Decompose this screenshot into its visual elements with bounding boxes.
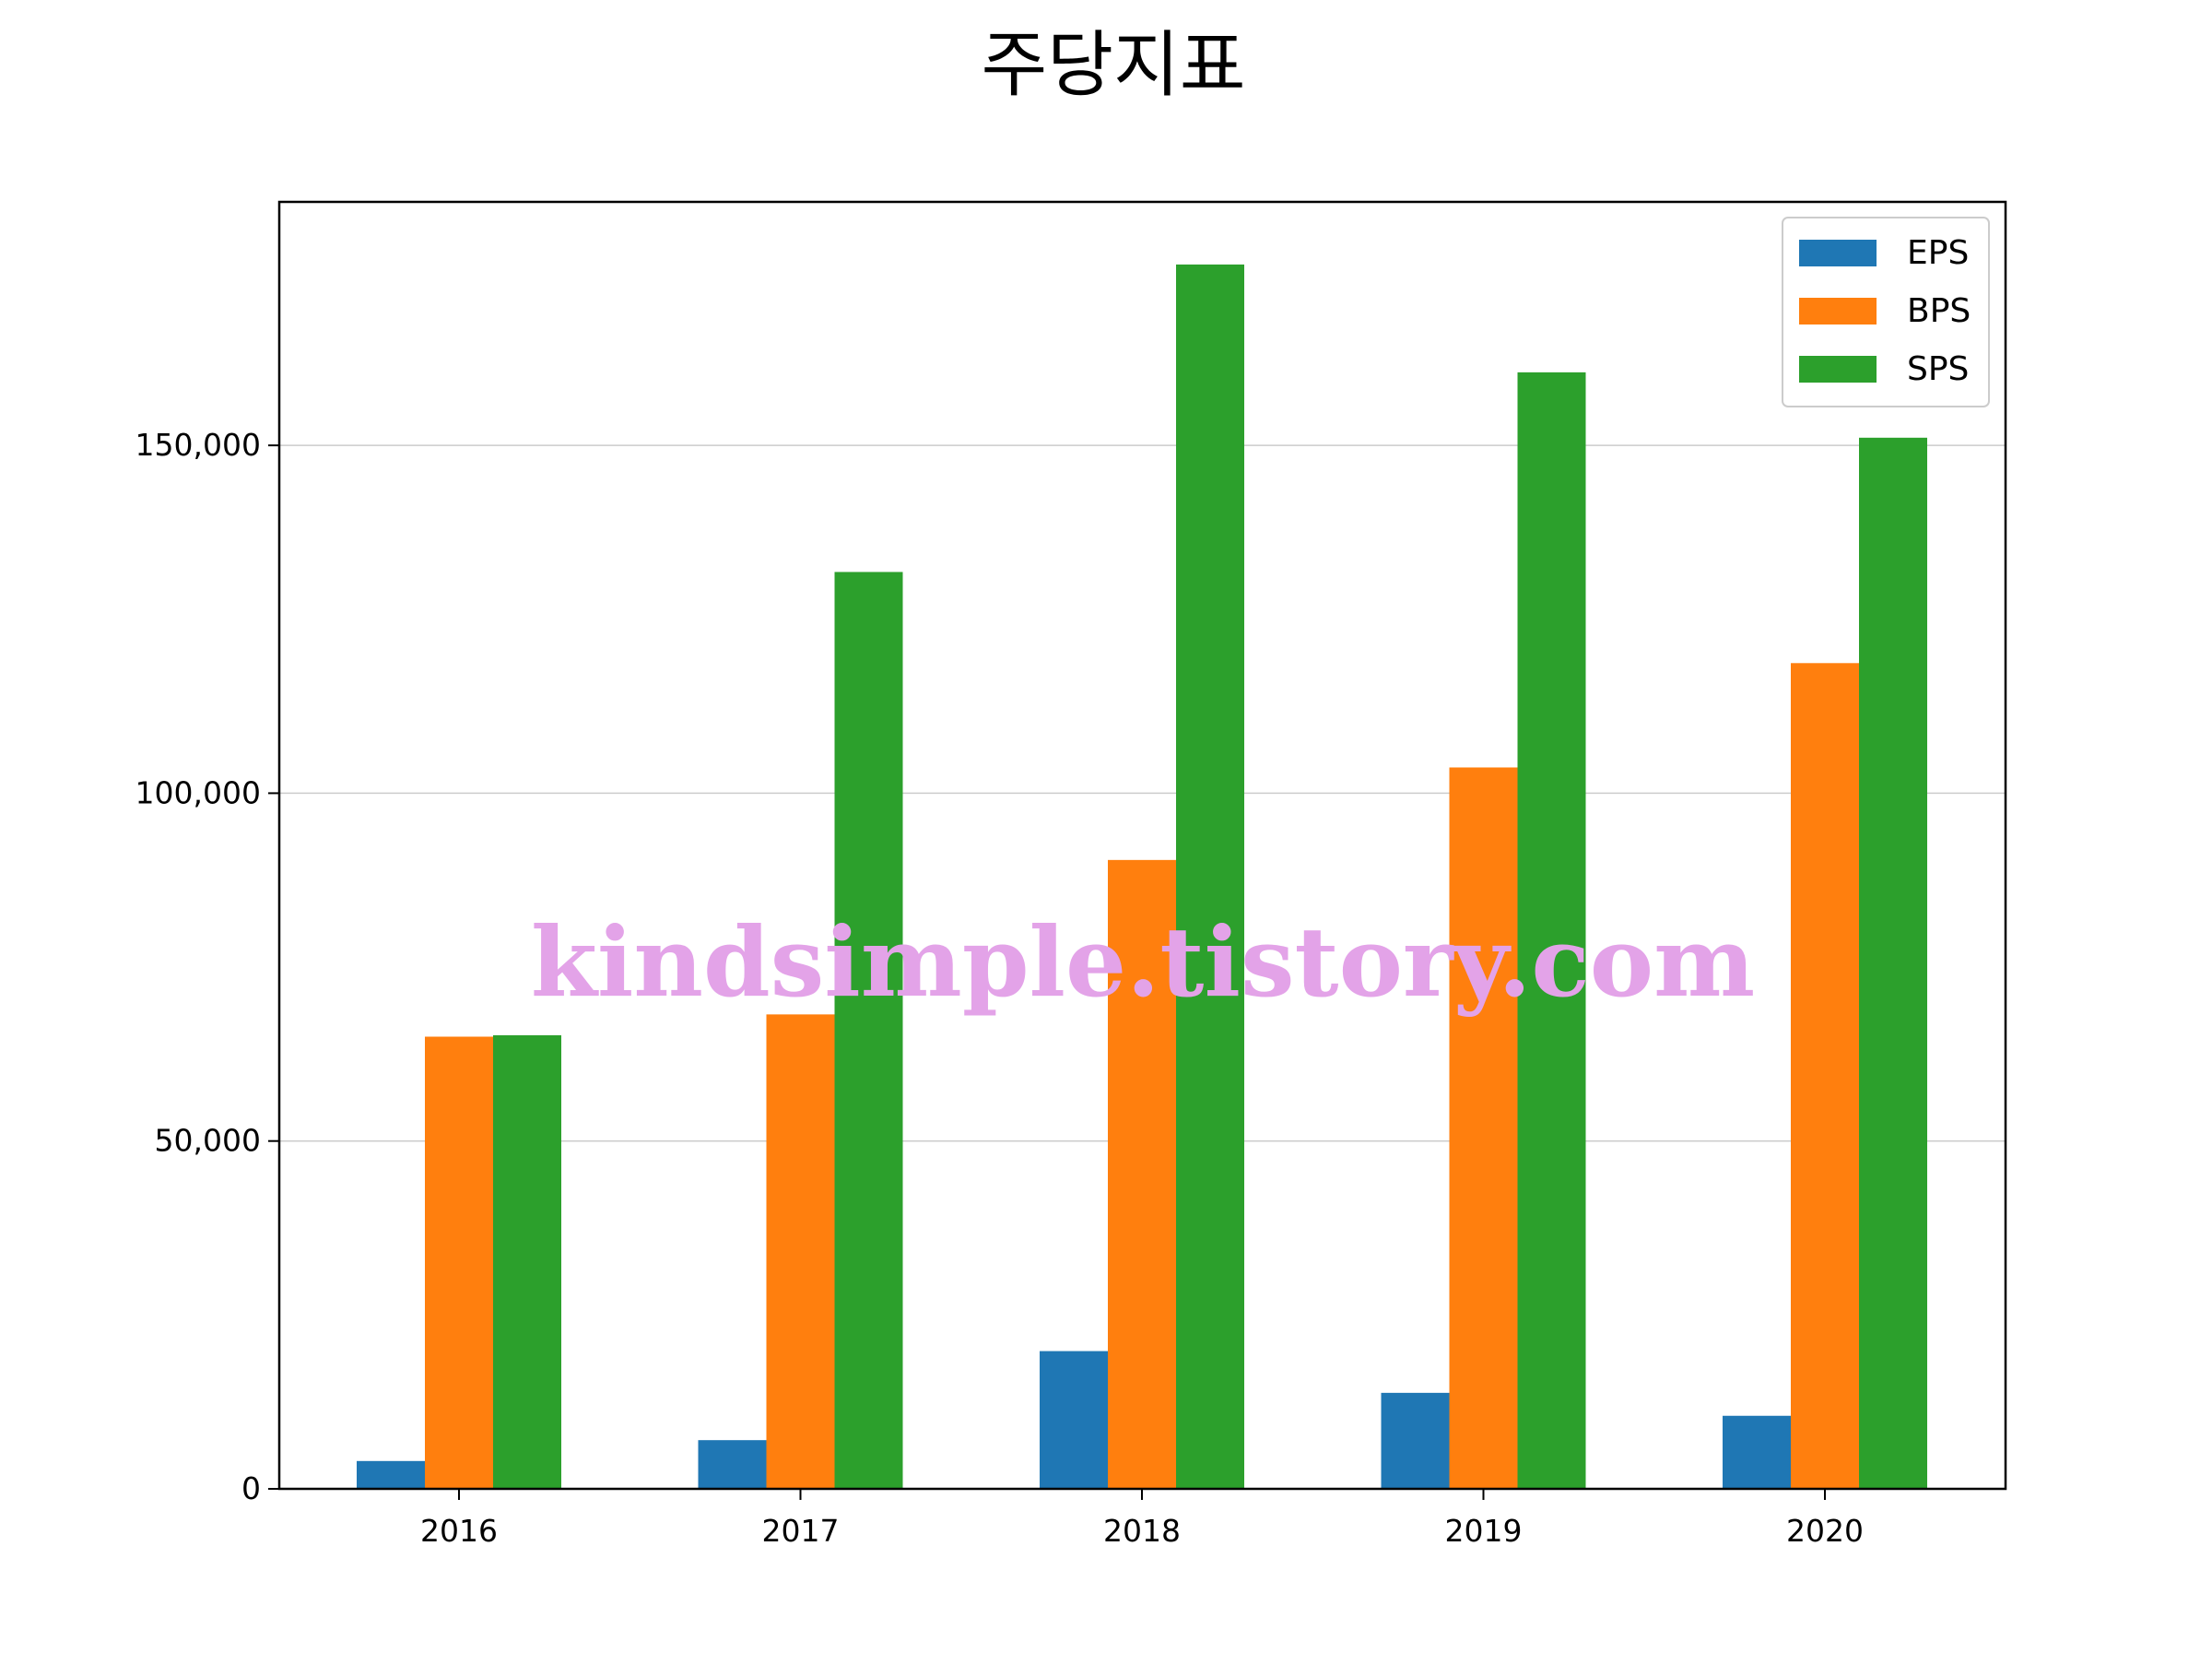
y-axis: 0 50,000 100,000 150,000 (135, 427, 279, 1506)
bar-eps-2017 (698, 1440, 767, 1489)
bar-eps-2020 (1723, 1415, 1791, 1489)
bar-sps-2020 (1859, 437, 1927, 1489)
bar-eps-2016 (357, 1460, 425, 1489)
legend-swatch-sps (1799, 356, 1877, 383)
y-tick-label: 100,000 (135, 774, 261, 810)
bar-bps-2020 (1791, 663, 1859, 1489)
bar-bps-2017 (766, 1014, 835, 1489)
bar-eps-2018 (1040, 1351, 1108, 1489)
bar-bps-2016 (425, 1036, 493, 1489)
y-tick-label: 150,000 (135, 427, 261, 463)
y-tick-label: 50,000 (155, 1123, 261, 1159)
x-tick-label: 2017 (762, 1513, 840, 1549)
bar-sps-2017 (834, 572, 903, 1489)
legend-label-eps: EPS (1907, 234, 1969, 272)
x-axis: 2016 2017 2018 2019 2020 (420, 1489, 1864, 1549)
bar-sps-2016 (493, 1035, 561, 1489)
y-tick-label: 0 (241, 1470, 261, 1506)
bar-sps-2018 (1176, 264, 1244, 1489)
x-tick-label: 2018 (1103, 1513, 1181, 1549)
legend-swatch-bps (1799, 298, 1877, 325)
bar-bps-2019 (1449, 767, 1518, 1489)
bar-sps-2019 (1517, 372, 1586, 1489)
x-tick-label: 2019 (1445, 1513, 1523, 1549)
legend-swatch-eps (1799, 240, 1877, 266)
bar-bps-2018 (1108, 859, 1176, 1489)
x-tick-label: 2016 (420, 1513, 498, 1549)
legend-label-sps: SPS (1907, 350, 1969, 388)
chart-title: 주당지표 (981, 24, 1245, 107)
bar-eps-2019 (1381, 1392, 1450, 1489)
watermark-text: kindsimple.tistory.com (531, 905, 1755, 1019)
legend-label-bps: BPS (1907, 292, 1971, 330)
x-tick-label: 2020 (1786, 1513, 1864, 1549)
legend: EPS BPS SPS (1782, 217, 1990, 407)
bars (357, 264, 1927, 1489)
